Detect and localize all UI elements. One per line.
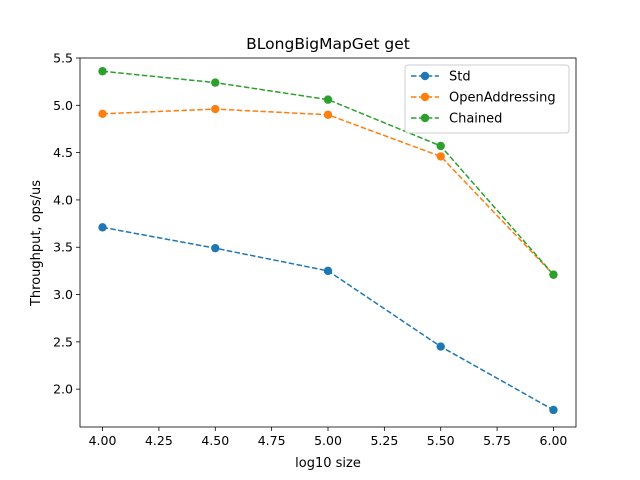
data-point xyxy=(549,270,558,279)
y-tick-label: 5.0 xyxy=(53,98,73,113)
x-tick-label: 4.75 xyxy=(258,433,286,448)
x-tick-label: 4.00 xyxy=(89,433,117,448)
legend-label: OpenAddressing xyxy=(449,91,556,106)
chart-title: BLongBigMapGet get xyxy=(246,35,410,53)
data-point xyxy=(323,110,333,119)
legend-marker xyxy=(420,113,430,123)
plot-area: 4.00 4.25 4.50 4.75 5.00 5.25 5.50 5.75 6.00 2.0 2… xyxy=(53,51,577,448)
series-line xyxy=(102,70,555,276)
y-tick-label: 5.5 xyxy=(53,51,73,66)
x-tick-label: 6.00 xyxy=(540,433,568,448)
series-std xyxy=(98,223,558,415)
data-point xyxy=(436,141,445,151)
y-tick-label: 4.0 xyxy=(53,192,73,207)
data-point xyxy=(323,266,333,276)
x-tick-label: 5.00 xyxy=(314,433,342,448)
x-axis-title: log10 size xyxy=(295,456,361,471)
data-point xyxy=(436,152,445,161)
data-point xyxy=(211,78,220,87)
legend-label: Chained xyxy=(449,112,502,127)
legend-marker xyxy=(420,92,430,102)
data-point xyxy=(323,95,333,104)
data-point xyxy=(211,104,220,114)
legend-box xyxy=(404,64,570,134)
y-axis-title: Throughput, ops/us xyxy=(29,180,44,307)
data-point xyxy=(98,109,107,119)
x-tick-label: 4.25 xyxy=(145,433,173,448)
data-point xyxy=(436,342,445,351)
x-tick-label: 5.75 xyxy=(483,433,511,448)
x-tick-label: 5.25 xyxy=(370,433,398,448)
data-point xyxy=(549,405,558,415)
legend-label: Std xyxy=(449,70,471,85)
y-tick-label: 2.5 xyxy=(53,334,73,349)
y-tick-label: 3.5 xyxy=(53,240,73,255)
data-point xyxy=(98,67,107,76)
series-chained xyxy=(98,67,558,279)
data-point xyxy=(211,243,220,253)
y-tick-label: 4.5 xyxy=(53,145,73,160)
legend: Std OpenAddressing Chained xyxy=(404,64,570,134)
series-openaddressing xyxy=(98,104,558,279)
x-tick-label: 4.50 xyxy=(201,433,229,448)
axes-frame xyxy=(79,57,577,428)
data-point xyxy=(98,223,107,232)
legend-marker xyxy=(420,71,430,81)
y-tick-label: 2.0 xyxy=(53,382,73,397)
y-tick-label: 3.0 xyxy=(53,287,73,302)
x-tick-label: 5.50 xyxy=(427,433,455,448)
